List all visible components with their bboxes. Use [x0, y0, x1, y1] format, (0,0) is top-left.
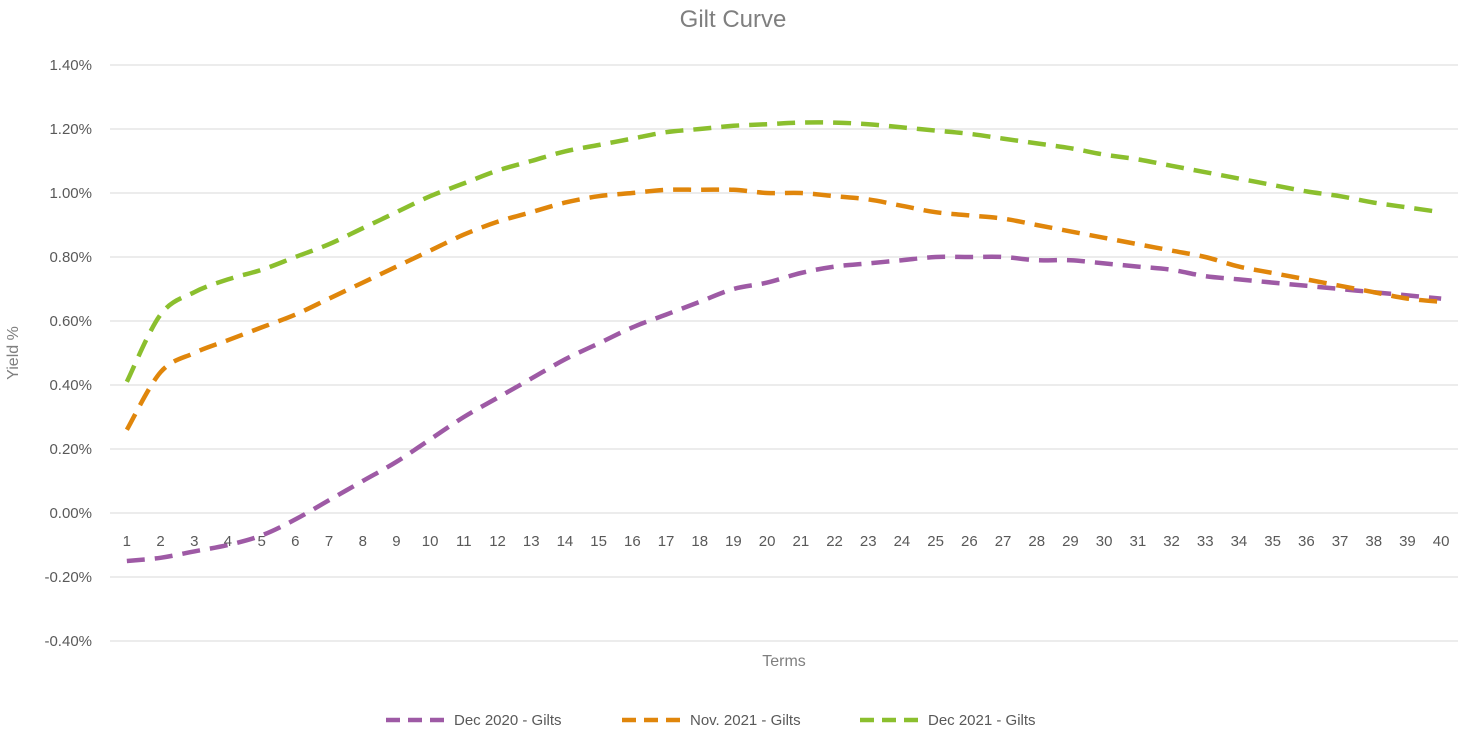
x-axis-ticks: 1 2 3 4 5 6 7 8 9 10 11 12 13 14 15 16 17 18 19 20 21 22 23 24 2… — [123, 533, 1450, 550]
x-tick-label: 25 — [927, 533, 944, 550]
gridlines — [110, 64, 1458, 642]
series-line-dec-2021-gilts — [124, 120, 1442, 383]
x-tick-label: 6 — [291, 533, 299, 550]
x-tick-label: 10 — [422, 533, 439, 550]
y-tick-label: 0.00% — [49, 505, 92, 522]
x-tick-label: 24 — [894, 533, 911, 550]
x-tick-label: 38 — [1365, 533, 1382, 550]
x-tick-label: 14 — [557, 533, 574, 550]
x-tick-label: 16 — [624, 533, 641, 550]
x-tick-label: 27 — [995, 533, 1012, 550]
y-tick-label: 0.20% — [49, 441, 92, 458]
legend-label: Dec 2021 - Gilts — [928, 712, 1036, 729]
x-tick-label: 5 — [257, 533, 265, 550]
x-tick-label: 30 — [1096, 533, 1113, 550]
x-tick-label: 4 — [224, 533, 232, 550]
x-tick-label: 28 — [1028, 533, 1045, 550]
y-tick-label: 1.20% — [49, 121, 92, 138]
y-tick-label: 0.40% — [49, 377, 92, 394]
x-tick-label: 34 — [1231, 533, 1248, 550]
x-tick-label: 12 — [489, 533, 506, 550]
y-axis-ticks: -0.40% -0.20% 0.00% 0.20% 0.40% 0.60% 0.80% 1.0… — [44, 57, 92, 650]
legend-label: Dec 2020 - Gilts — [454, 712, 562, 729]
y-tick-label: 1.40% — [49, 57, 92, 74]
x-tick-label: 8 — [359, 533, 367, 550]
x-tick-label: 26 — [961, 533, 978, 550]
x-tick-label: 9 — [392, 533, 400, 550]
x-tick-label: 19 — [725, 533, 742, 550]
x-tick-label: 32 — [1163, 533, 1180, 550]
y-tick-label: -0.20% — [44, 569, 92, 586]
x-tick-label: 23 — [860, 533, 877, 550]
y-axis-label: Yield % — [5, 326, 22, 380]
y-tick-label: 0.80% — [49, 249, 92, 266]
x-tick-label: 22 — [826, 533, 843, 550]
legend-item: Nov. 2021 - Gilts — [622, 712, 801, 729]
x-tick-label: 2 — [156, 533, 164, 550]
x-tick-label: 3 — [190, 533, 198, 550]
x-axis-label: Terms — [762, 653, 806, 670]
x-tick-label: 11 — [456, 533, 472, 550]
x-tick-label: 17 — [658, 533, 675, 550]
x-tick-label: 13 — [523, 533, 540, 550]
legend-item: Dec 2021 - Gilts — [860, 712, 1036, 729]
y-tick-label: 1.00% — [49, 185, 92, 202]
x-tick-label: 39 — [1399, 533, 1416, 550]
x-tick-label: 40 — [1433, 533, 1450, 550]
y-tick-label: -0.40% — [44, 633, 92, 650]
legend: Dec 2020 - Gilts Nov. 2021 - Gilts Dec 202… — [386, 712, 1036, 729]
x-tick-label: 36 — [1298, 533, 1315, 550]
x-tick-label: 20 — [759, 533, 776, 550]
x-tick-label: 15 — [590, 533, 607, 550]
x-tick-label: 7 — [325, 533, 333, 550]
legend-item: Dec 2020 - Gilts — [386, 712, 562, 729]
x-tick-label: 29 — [1062, 533, 1079, 550]
chart-title: Gilt Curve — [680, 6, 787, 33]
y-tick-label: 0.60% — [49, 313, 92, 330]
x-tick-label: 31 — [1130, 533, 1147, 550]
x-tick-label: 18 — [691, 533, 708, 550]
series-lines — [124, 120, 1442, 564]
series-line-nov-2021-gilts — [124, 187, 1442, 431]
series-line-dec-2020-gilts — [126, 254, 1442, 564]
x-tick-label: 35 — [1264, 533, 1281, 550]
legend-label: Nov. 2021 - Gilts — [690, 712, 801, 729]
x-tick-label: 21 — [793, 533, 810, 550]
x-tick-label: 1 — [123, 533, 131, 550]
x-tick-label: 37 — [1332, 533, 1349, 550]
x-tick-label: 33 — [1197, 533, 1214, 550]
